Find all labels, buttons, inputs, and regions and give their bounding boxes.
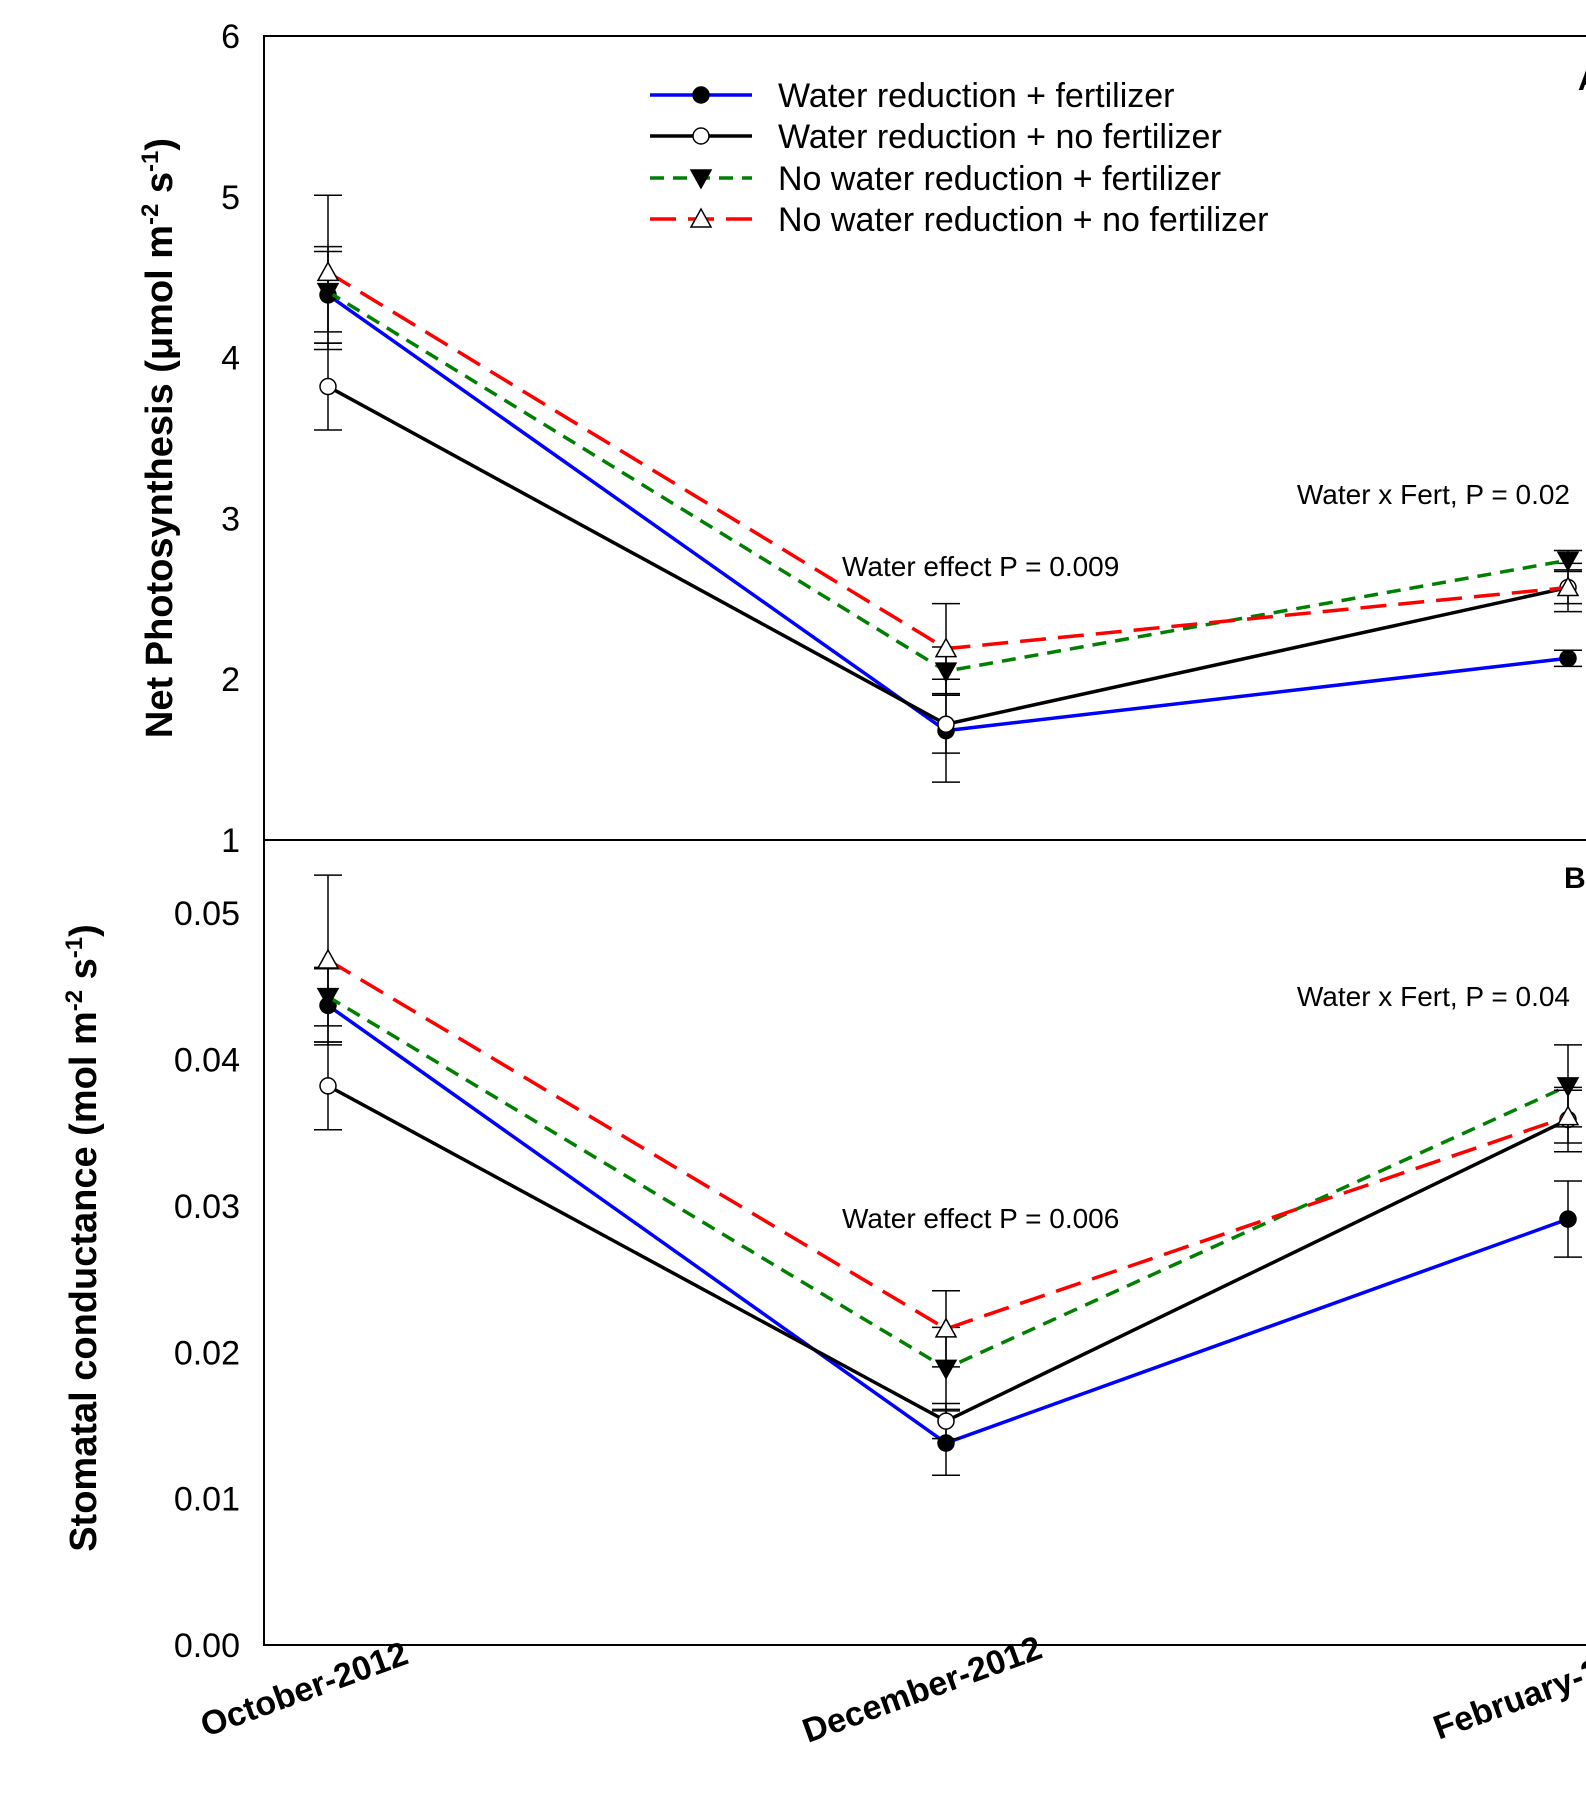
series-b-3 bbox=[314, 874, 1582, 1368]
panel-b-ytick-label: 0.03 bbox=[174, 1188, 240, 1226]
legend-item: Water reduction + fertilizer bbox=[650, 77, 1175, 115]
legend-label: Water reduction + no fertilizer bbox=[778, 118, 1222, 156]
panel-a-frame bbox=[263, 35, 1586, 841]
panel-a-ytick-label: 1 bbox=[221, 822, 240, 860]
category-label: December-2012 bbox=[798, 1629, 1047, 1751]
series-b-1 bbox=[314, 1041, 1582, 1440]
data-point bbox=[1556, 551, 1580, 572]
legend-label: No water reduction + fertilizer bbox=[778, 160, 1221, 198]
panel-b-water-effect-annotation: Water effect P = 0.006 bbox=[842, 1203, 1119, 1234]
series-line bbox=[327, 270, 1569, 651]
data-point bbox=[1556, 575, 1580, 597]
data-point bbox=[1556, 1105, 1580, 1126]
series-line bbox=[327, 958, 1569, 1331]
panel-b-ytick-label: 0.02 bbox=[174, 1334, 240, 1372]
data-point bbox=[934, 637, 958, 658]
data-point bbox=[319, 377, 337, 396]
panel-a-water-effect-annotation: Water effect P = 0.009 bbox=[842, 551, 1119, 582]
series-a-1 bbox=[314, 342, 1582, 754]
panel-a: A 1 2 3 4 5 6 Net Photosynthesis (μmol m-2 s-… bbox=[137, 18, 1586, 860]
legend-marker bbox=[692, 86, 710, 104]
series-a-2 bbox=[314, 250, 1582, 697]
panel-a-ytick-label: 4 bbox=[221, 340, 240, 378]
legend-label: No water reduction + no fertilizer bbox=[778, 201, 1268, 239]
data-point bbox=[937, 715, 955, 733]
panel-a-ytick-label: 3 bbox=[221, 500, 240, 538]
panel-a-ytick-label: 2 bbox=[221, 661, 240, 699]
panel-a-ytick-label: 6 bbox=[221, 18, 240, 56]
category-label: February-2013 bbox=[1429, 1632, 1586, 1747]
series-b-2 bbox=[314, 966, 1582, 1411]
legend-item: No water reduction + no fertilizer bbox=[650, 201, 1268, 239]
legend-item: Water reduction + no fertilizer bbox=[650, 118, 1222, 156]
legend-marker bbox=[689, 207, 713, 228]
legend-label: Water reduction + fertilizer bbox=[778, 77, 1175, 115]
legend-marker bbox=[692, 127, 710, 145]
panel-b-letter: B bbox=[1564, 862, 1586, 895]
data-point bbox=[316, 948, 340, 969]
panel-b-ytick-label: 0.04 bbox=[174, 1042, 240, 1080]
series-a-3 bbox=[314, 194, 1582, 695]
panel-b-ylabel: Stomatal conductance (mol m-2 s-1) bbox=[61, 924, 105, 1552]
data-point bbox=[934, 1317, 958, 1338]
series-line bbox=[327, 995, 1569, 1371]
panel-a-letter: A bbox=[1578, 64, 1586, 97]
data-point bbox=[1559, 649, 1577, 668]
data-point bbox=[316, 260, 340, 282]
panel-b-ytick-label: 0.00 bbox=[174, 1627, 240, 1665]
panel-a-ylabel: Net Photosynthesis (μmol m-2 s-1) bbox=[137, 138, 181, 738]
panel-a-ytick-label: 5 bbox=[221, 179, 240, 217]
panel-b-ytick-label: 0.05 bbox=[174, 895, 240, 933]
panel-b: B 0.00 0.01 0.02 0.03 0.04 0.05 Stomatal cond… bbox=[61, 839, 1586, 1665]
panel-b-frame bbox=[263, 839, 1586, 1646]
data-point bbox=[937, 1412, 955, 1430]
panel-b-ytick-label: 0.01 bbox=[174, 1481, 240, 1519]
data-point bbox=[319, 1077, 337, 1095]
panel-a-interaction-annotation: Water x Fert, P = 0.02 bbox=[1297, 479, 1570, 510]
legend-item: No water reduction + fertilizer bbox=[650, 160, 1221, 198]
data-point bbox=[1559, 1210, 1577, 1228]
series-a-0 bbox=[314, 245, 1582, 783]
legend-marker bbox=[689, 169, 713, 190]
data-point bbox=[1556, 1077, 1580, 1098]
panel-b-interaction-annotation: Water x Fert, P = 0.04 bbox=[1297, 981, 1570, 1012]
